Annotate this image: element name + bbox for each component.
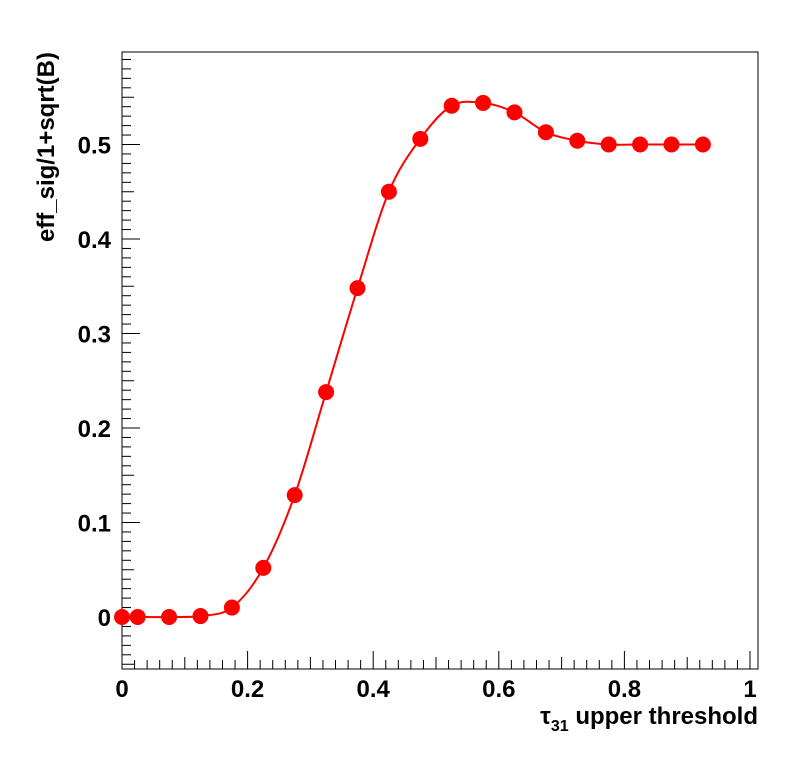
y-tick-label: 0.1: [78, 511, 111, 538]
data-point: [223, 599, 240, 616]
x-tick-label: 0: [115, 676, 128, 703]
series-line: [122, 100, 703, 619]
data-point: [255, 559, 272, 576]
data-point: [632, 136, 649, 153]
y-tick-label: 0.4: [78, 227, 112, 254]
data-point: [694, 136, 711, 153]
plot-frame: [121, 51, 759, 670]
y-tick-label: 0: [98, 605, 111, 632]
x-tick-label: 0.2: [231, 676, 264, 703]
data-point: [286, 487, 303, 504]
data-point: [569, 132, 586, 149]
data-point: [663, 136, 680, 153]
series-points: [114, 94, 711, 625]
x-tick-label: 1: [743, 676, 756, 703]
data-point: [600, 136, 617, 153]
data-point: [114, 609, 130, 625]
data-point: [318, 384, 335, 401]
y-tick-label: 0.2: [78, 416, 111, 443]
x-tick-label: 0.4: [357, 676, 391, 703]
data-point: [475, 94, 492, 111]
x-tick-label: 0.8: [608, 676, 641, 703]
x-axis-ticks: [121, 651, 751, 669]
y-axis-tick-labels: 0 0.1 0.2 0.3 0.4 0.5: [78, 133, 112, 633]
x-axis-title: τ31 upper threshold: [540, 703, 758, 735]
data-point: [412, 130, 429, 147]
data-point: [537, 124, 554, 141]
data-point: [506, 104, 523, 121]
x-tick-label: 0.6: [482, 676, 515, 703]
x-axis-tick-labels: 0 0.2 0.4 0.6 0.8 1: [115, 676, 756, 703]
data-point: [349, 280, 366, 297]
y-axis-ticks: [122, 58, 140, 665]
y-tick-label: 0.3: [78, 322, 111, 349]
data-point: [192, 608, 209, 625]
data-point: [380, 183, 397, 200]
data-point: [129, 609, 146, 625]
data-point: [161, 609, 178, 625]
data-point: [443, 97, 460, 114]
y-tick-label: 0.5: [78, 133, 111, 160]
y-axis-title: eff_sig/1+sqrt(B): [33, 52, 60, 242]
